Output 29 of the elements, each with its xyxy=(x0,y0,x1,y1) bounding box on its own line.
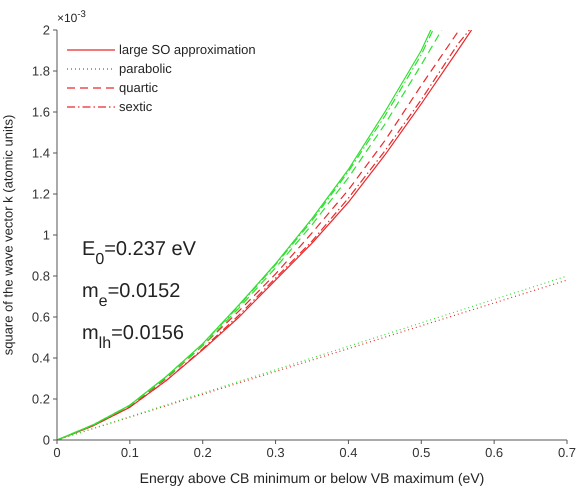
x-tick-label: 0.2 xyxy=(194,445,212,460)
x-tick-label: 0.6 xyxy=(485,445,504,460)
x-tick-label: 0.5 xyxy=(412,445,430,460)
y-tick-label: 1 xyxy=(42,228,50,243)
y-tick-label: 0.6 xyxy=(32,310,50,325)
x-tick-label: 0.7 xyxy=(558,445,576,460)
legend-label: parabolic xyxy=(119,60,172,78)
y-tick-label: 0.8 xyxy=(32,268,50,284)
annotation: E$_{0}$=0.237 eV xyxy=(82,238,197,268)
y-tick-label: 1.2 xyxy=(32,186,50,202)
y-axis-title: square of the wave vector k (atomic units) xyxy=(0,114,16,356)
legend-label: sextic xyxy=(119,98,152,116)
y-tick-label: 2 xyxy=(42,22,50,38)
x-tick-label: 0.4 xyxy=(339,445,358,460)
legend-label: large SO approximation xyxy=(119,41,256,59)
x-tick-label: 0.3 xyxy=(266,445,285,460)
y-tick-label: 0.4 xyxy=(32,350,50,366)
legend-label: quartic xyxy=(119,79,158,97)
y-tick-label: 1.6 xyxy=(32,104,50,120)
annotation: m$_{e}$=0.0152 xyxy=(82,280,180,310)
y-tick-label: 1.8 xyxy=(32,64,50,79)
x-tick-label: 0.1 xyxy=(120,445,139,460)
x-tick-label: 0 xyxy=(53,445,61,460)
x-axis-title: Energy above CB minimum or below VB maximum (eV) xyxy=(140,470,484,486)
y-tick-label: 0.2 xyxy=(32,392,50,407)
y-tick-label: 0 xyxy=(42,432,50,448)
y-tick-label: 1.4 xyxy=(32,146,50,161)
annotation: m$_{lh}$=0.0156 xyxy=(82,322,184,352)
text: ×10$^{-3}$ xyxy=(57,8,86,25)
